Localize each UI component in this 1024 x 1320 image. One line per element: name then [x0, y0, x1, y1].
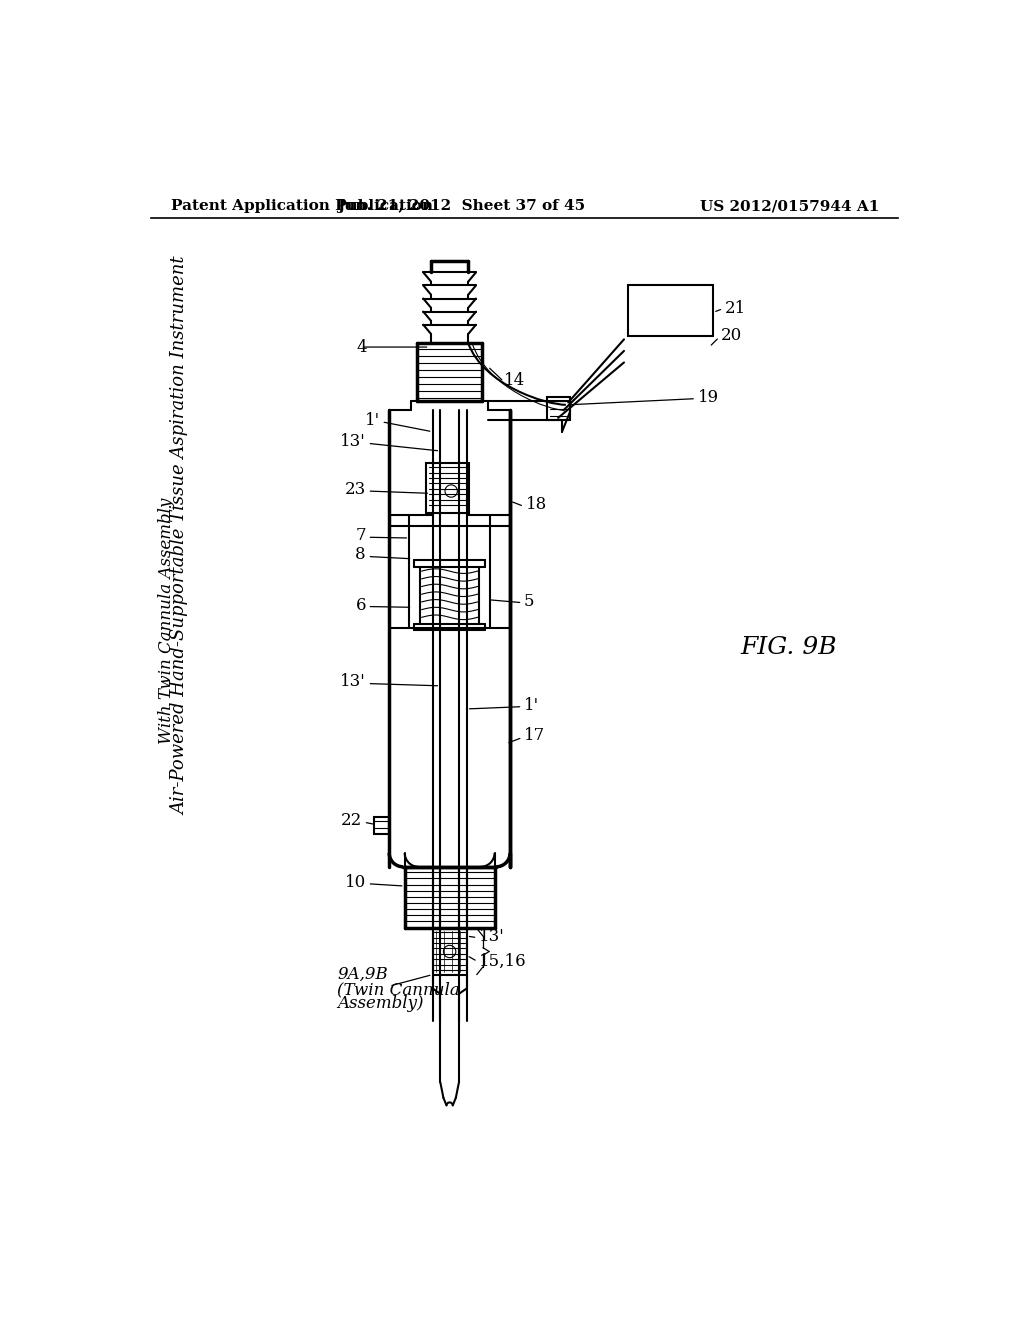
- Bar: [628, 285, 713, 335]
- Text: 5: 5: [524, 593, 535, 610]
- Text: FIG. 9B: FIG. 9B: [740, 636, 837, 659]
- Text: 15,16: 15,16: [479, 953, 526, 970]
- Text: 4: 4: [356, 338, 368, 355]
- Text: Jun. 21, 2012  Sheet 37 of 45: Jun. 21, 2012 Sheet 37 of 45: [337, 199, 586, 213]
- Bar: [374, 817, 389, 834]
- Text: 14: 14: [504, 372, 525, 388]
- Text: 13': 13': [340, 433, 366, 450]
- Text: 10: 10: [345, 874, 366, 891]
- Text: 1': 1': [524, 697, 540, 714]
- Text: Air-Powered Hand-Supportable Tissue Aspiration Instrument: Air-Powered Hand-Supportable Tissue Aspi…: [172, 256, 189, 814]
- Text: 21: 21: [725, 300, 746, 317]
- Text: Assembly): Assembly): [337, 995, 424, 1012]
- Text: 7: 7: [355, 527, 366, 544]
- Text: 9A,9B: 9A,9B: [337, 966, 388, 983]
- Text: 17: 17: [524, 727, 545, 744]
- Text: 1': 1': [365, 412, 380, 429]
- Bar: [426, 462, 469, 512]
- Text: 6: 6: [355, 597, 366, 614]
- Text: 19: 19: [697, 388, 719, 405]
- Text: 8: 8: [355, 546, 366, 564]
- Text: 13': 13': [479, 928, 505, 945]
- Text: With Twin Cannula Assembly: With Twin Cannula Assembly: [159, 498, 175, 743]
- Text: 18: 18: [525, 496, 547, 513]
- Text: Patent Application Publication: Patent Application Publication: [171, 199, 432, 213]
- Bar: [547, 397, 569, 420]
- Text: 22: 22: [341, 812, 362, 829]
- Text: 23: 23: [345, 480, 366, 498]
- Text: US 2012/0157944 A1: US 2012/0157944 A1: [700, 199, 880, 213]
- Text: (Twin Cannula: (Twin Cannula: [337, 982, 460, 998]
- Text: 13': 13': [340, 673, 366, 690]
- Text: 20: 20: [721, 327, 742, 345]
